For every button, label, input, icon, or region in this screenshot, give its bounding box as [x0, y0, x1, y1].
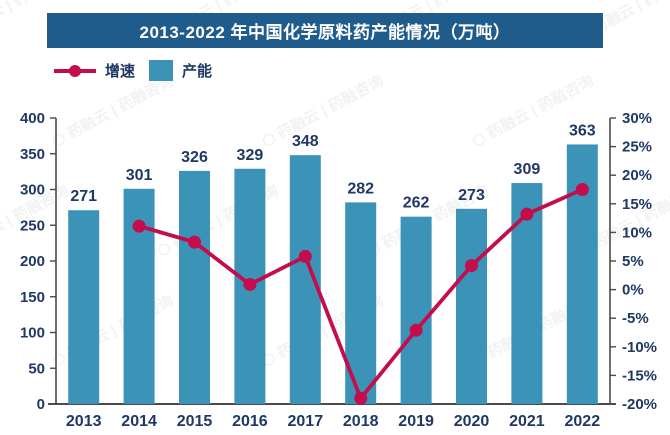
right-axis-tick-label: -5%	[622, 310, 649, 327]
growth-line-point	[188, 235, 201, 249]
right-axis-tick-label: 0%	[622, 282, 644, 299]
growth-line-point	[520, 207, 534, 221]
x-axis-category-label: 2020	[454, 413, 490, 430]
growth-line-point	[298, 249, 312, 263]
right-axis-tick-label: -20%	[622, 396, 657, 413]
growth-line-point	[575, 183, 589, 196]
right-axis-tick-label: 25%	[622, 139, 652, 156]
growth-line-point	[409, 323, 423, 337]
x-axis-category-label: 2015	[177, 413, 213, 430]
capacity-bar	[179, 170, 210, 404]
bar-value-label: 329	[237, 147, 264, 164]
growth-line-point	[243, 277, 257, 291]
bar-value-label: 273	[458, 187, 485, 204]
right-axis-tick-label: 15%	[622, 196, 652, 213]
right-axis-tick-label: -15%	[622, 367, 657, 384]
chart-title: 2013-2022 年中国化学原料药产能情况（万吨）	[139, 23, 511, 42]
legend-label-capacity: 产能	[182, 63, 213, 80]
left-axis-tick-label: 100	[20, 325, 45, 342]
right-axis-tick-label: -10%	[622, 339, 657, 356]
legend-label-growth: 增速	[105, 63, 136, 80]
left-axis-tick-label: 300	[20, 182, 45, 199]
chart-legend: 增速 产能	[54, 60, 212, 81]
capacity-bar	[400, 216, 432, 404]
right-axis-tick-label: 10%	[622, 224, 652, 241]
bar-value-label: 262	[403, 195, 430, 212]
legend-item-capacity: 产能	[149, 60, 212, 81]
left-axis-tick-label: 350	[20, 146, 45, 163]
left-axis-tick-label: 400	[20, 110, 45, 127]
x-axis-category-label: 2021	[509, 413, 545, 430]
left-axis-tick-label: 0	[37, 396, 45, 413]
x-axis-category-label: 2014	[121, 413, 157, 430]
x-axis-category-label: 2016	[232, 413, 268, 430]
bar-value-label: 348	[292, 133, 319, 150]
capacity-bar	[456, 208, 487, 404]
growth-line-point	[465, 259, 478, 273]
bar-value-label: 301	[126, 167, 153, 184]
x-axis-category-label: 2022	[565, 413, 601, 430]
chart-title-bar: 2013-2022 年中国化学原料药产能情况（万吨）	[47, 13, 603, 48]
line-series-icon	[54, 64, 96, 77]
right-axis-tick-label: 30%	[622, 110, 652, 127]
bar-value-label: 363	[569, 122, 596, 139]
bar-value-label: 326	[181, 149, 208, 166]
x-axis-category-label: 2018	[343, 413, 379, 430]
left-axis-tick-label: 200	[20, 253, 45, 270]
bar-value-label: 282	[347, 180, 374, 197]
right-axis-tick-label: 20%	[622, 167, 652, 184]
right-axis-tick-label: 5%	[622, 253, 644, 270]
x-axis-category-label: 2013	[66, 413, 102, 430]
bar-value-label: 271	[70, 188, 97, 205]
capacity-bar	[68, 210, 100, 404]
left-axis-tick-label: 150	[20, 289, 45, 306]
growth-line-point	[132, 219, 146, 233]
x-axis-category-label: 2019	[398, 413, 434, 430]
left-axis-tick-label: 250	[20, 217, 45, 234]
bar-series-icon	[149, 60, 174, 81]
legend-item-growth: 增速	[54, 60, 135, 81]
x-axis-category-label: 2017	[288, 413, 324, 430]
growth-line-point	[354, 391, 368, 405]
left-axis-tick-label: 50	[28, 360, 45, 377]
bar-value-label: 309	[514, 161, 541, 178]
